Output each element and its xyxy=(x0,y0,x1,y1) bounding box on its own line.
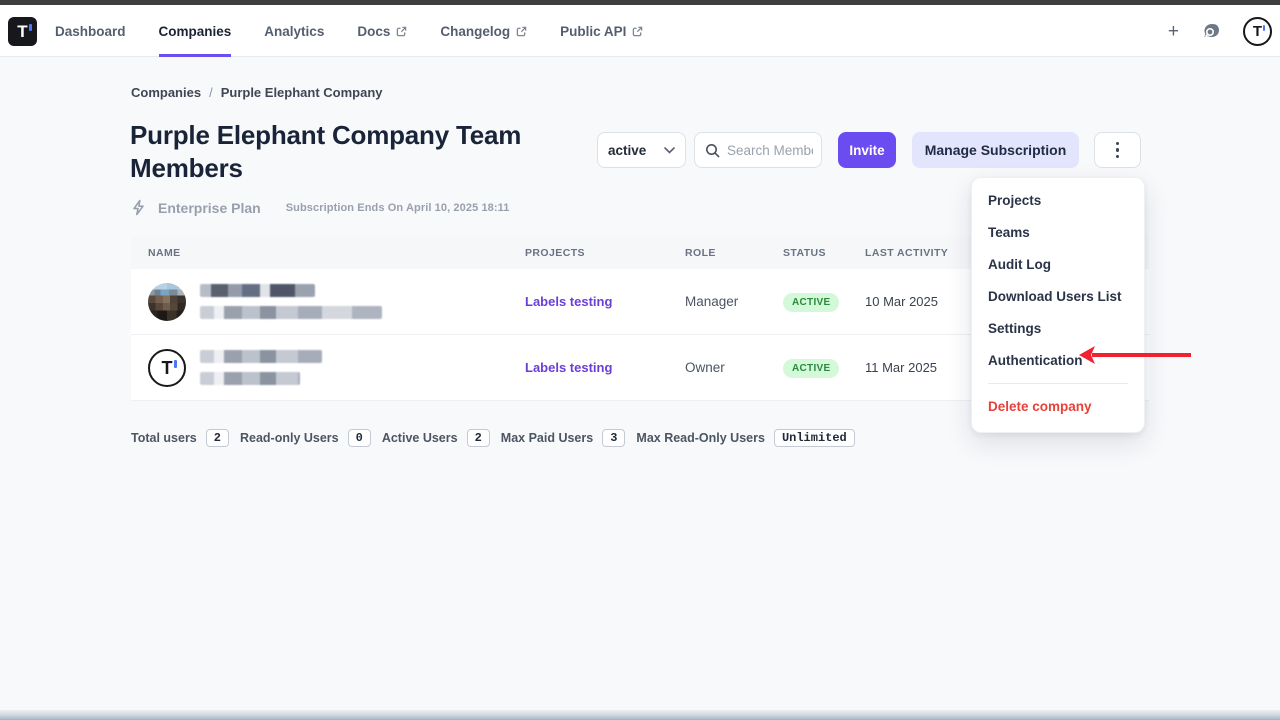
redacted-email-line xyxy=(200,372,300,385)
add-icon[interactable]: + xyxy=(1167,20,1179,42)
stat-active-users: Active Users 2 xyxy=(382,429,490,447)
menu-item-delete-company[interactable]: Delete company xyxy=(988,398,1092,414)
stat-readonly-users: Read-only Users 0 xyxy=(240,429,371,447)
member-name-redacted xyxy=(200,284,382,319)
menu-item-audit-log[interactable]: Audit Log xyxy=(988,256,1051,272)
col-status: STATUS xyxy=(783,246,826,259)
member-role: Owner xyxy=(685,360,725,375)
member-name-cell xyxy=(148,282,525,321)
col-role: ROLE xyxy=(685,246,716,259)
subscription-end-text: Subscription Ends On April 10, 2025 18:1… xyxy=(285,201,510,214)
main-nav: Dashboard Companies Analytics Docs Chang… xyxy=(55,5,643,57)
stat-max-readonly-users: Max Read-Only Users Unlimited xyxy=(636,429,855,447)
status-filter-select[interactable]: active xyxy=(597,132,686,168)
chevron-down-icon xyxy=(664,146,675,154)
stat-value: 3 xyxy=(602,429,626,447)
last-activity-date: 10 Mar 2025 xyxy=(865,294,938,309)
stat-value: 0 xyxy=(347,429,371,447)
nav-docs[interactable]: Docs xyxy=(357,5,407,57)
window-bottom-strip xyxy=(0,710,1280,720)
manage-subscription-button[interactable]: Manage Subscription xyxy=(912,132,1079,168)
plan-name: Enterprise Plan xyxy=(158,199,261,216)
menu-item-authentication[interactable]: Authentication xyxy=(988,352,1083,368)
window-top-strip xyxy=(0,0,1280,5)
breadcrumb-separator: / xyxy=(209,85,213,100)
external-link-icon xyxy=(397,26,407,36)
menu-item-teams[interactable]: Teams xyxy=(988,224,1030,240)
redacted-email-line xyxy=(200,306,382,319)
menu-item-download-users-list[interactable]: Download Users List xyxy=(988,288,1122,304)
stat-value: 2 xyxy=(205,429,229,447)
col-last-activity: LAST ACTIVITY xyxy=(865,246,949,259)
external-link-icon xyxy=(633,26,643,36)
stat-max-paid-users: Max Paid Users 3 xyxy=(501,429,626,447)
project-link[interactable]: Labels testing xyxy=(525,294,613,309)
nav-changelog[interactable]: Changelog xyxy=(440,5,527,57)
help-widget-icon[interactable] xyxy=(1201,21,1221,41)
stat-value: Unlimited xyxy=(773,429,855,447)
stat-total-users: Total users 2 xyxy=(131,429,229,447)
search-input[interactable] xyxy=(727,142,813,158)
page-title: Purple Elephant Company Team Members xyxy=(130,120,522,183)
nav-analytics[interactable]: Analytics xyxy=(264,23,325,39)
avatar-t-icon: T xyxy=(161,357,177,378)
status-badge: ACTIVE xyxy=(783,292,840,312)
menu-item-projects[interactable]: Projects xyxy=(988,192,1042,208)
col-projects: PROJECTS xyxy=(525,246,585,259)
search-icon xyxy=(706,143,720,157)
member-logo-avatar: T xyxy=(148,348,186,387)
lightning-bolt-icon xyxy=(133,199,144,216)
status-badge: ACTIVE xyxy=(783,358,840,378)
col-name: NAME xyxy=(148,246,181,259)
redacted-name-line xyxy=(200,350,322,363)
project-link[interactable]: Labels testing xyxy=(525,360,613,375)
menu-divider xyxy=(988,383,1128,384)
plan-info: Enterprise Plan Subscription Ends On Apr… xyxy=(131,199,509,216)
user-avatar[interactable]: T xyxy=(1243,16,1272,46)
invite-button[interactable]: Invite xyxy=(838,132,896,168)
member-name-cell: T xyxy=(148,348,525,387)
logo-t-icon: T xyxy=(17,22,33,41)
breadcrumb: Companies / Purple Elephant Company xyxy=(131,85,383,100)
toolbar: active Invite Manage Subscription xyxy=(597,132,1141,168)
company-options-menu: Projects Teams Audit Log Download Users … xyxy=(971,177,1145,433)
stat-value: 2 xyxy=(466,429,490,447)
user-stats-bar: Total users 2 Read-only Users 0 Active U… xyxy=(131,429,855,447)
external-link-icon xyxy=(516,26,527,36)
nav-dashboard[interactable]: Dashboard xyxy=(55,23,126,39)
header-actions: + T xyxy=(1168,5,1272,57)
last-activity-date: 11 Mar 2025 xyxy=(865,360,938,375)
redacted-name-line xyxy=(200,284,315,297)
avatar-t-icon: T xyxy=(1252,22,1266,40)
search-box xyxy=(694,132,822,168)
nav-public-api[interactable]: Public API xyxy=(560,5,643,57)
member-photo-avatar xyxy=(148,282,186,321)
member-name-redacted xyxy=(200,350,322,385)
menu-item-settings[interactable]: Settings xyxy=(988,320,1042,336)
breadcrumb-companies[interactable]: Companies xyxy=(131,85,202,100)
top-nav-bar: T Dashboard Companies Analytics Docs Cha… xyxy=(0,5,1280,57)
app-logo[interactable]: T xyxy=(8,17,37,46)
nav-companies[interactable]: Companies xyxy=(158,5,231,57)
breadcrumb-current: Purple Elephant Company xyxy=(220,85,383,100)
member-role: Manager xyxy=(685,294,739,309)
more-options-button[interactable] xyxy=(1094,132,1141,168)
